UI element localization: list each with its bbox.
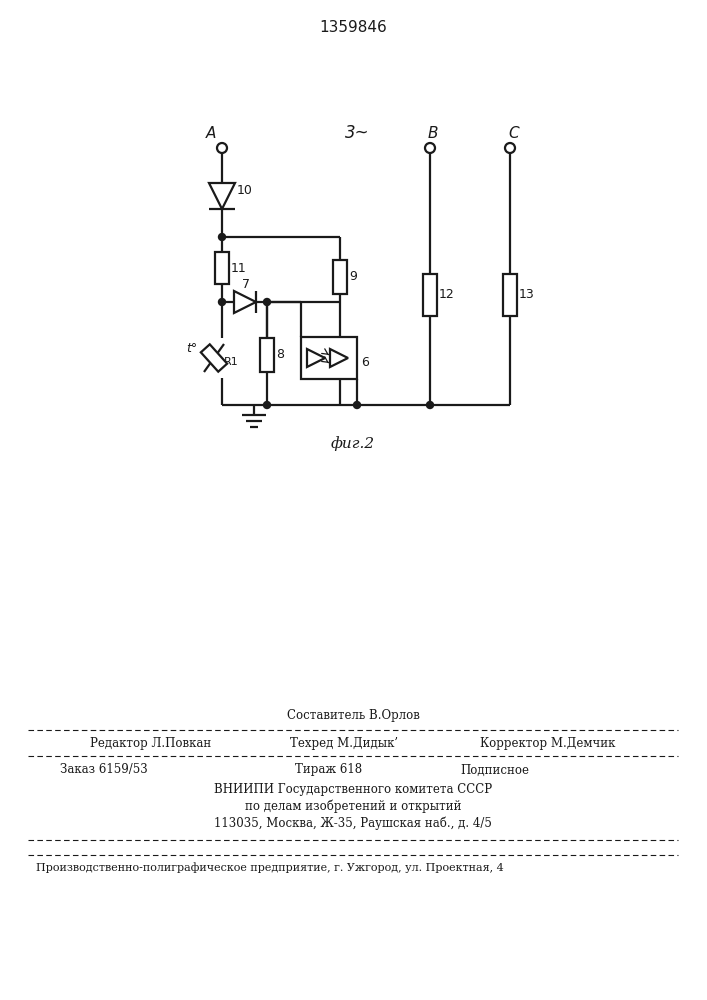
Text: 6: 6 (361, 356, 369, 368)
Text: Заказ 6159/53: Заказ 6159/53 (60, 764, 148, 776)
Polygon shape (330, 349, 348, 367)
Circle shape (264, 298, 271, 306)
Text: Производственно-полиграфическое предприятие, г. Ужгород, ул. Проектная, 4: Производственно-полиграфическое предприя… (36, 863, 504, 873)
Text: 113035, Москва, Ж-35, Раушская наб., д. 4/5: 113035, Москва, Ж-35, Раушская наб., д. … (214, 816, 492, 830)
Text: 9: 9 (349, 270, 357, 284)
Circle shape (354, 401, 361, 408)
Text: 1359846: 1359846 (319, 20, 387, 35)
Circle shape (426, 401, 433, 408)
Polygon shape (201, 344, 227, 372)
Text: R1: R1 (224, 357, 239, 367)
Text: B: B (428, 125, 438, 140)
Text: 12: 12 (439, 288, 455, 302)
Text: по делам изобретений и открытий: по делам изобретений и открытий (245, 799, 461, 813)
Text: 7: 7 (242, 278, 250, 292)
Text: C: C (508, 125, 519, 140)
Text: A: A (206, 125, 216, 140)
Bar (503, 274, 517, 316)
Circle shape (218, 298, 226, 306)
Text: 13: 13 (519, 288, 534, 302)
Text: 3~: 3~ (345, 124, 370, 142)
Polygon shape (209, 183, 235, 209)
Text: 8: 8 (276, 349, 284, 361)
Polygon shape (234, 291, 256, 313)
Bar (301, 337, 357, 379)
Bar (423, 274, 437, 316)
Text: Подписное: Подписное (460, 764, 529, 776)
Text: фиг.2: фиг.2 (331, 436, 375, 451)
Text: Тираж 618: Тираж 618 (295, 764, 362, 776)
Text: 10: 10 (237, 184, 253, 198)
Text: Составитель В.Орлов: Составитель В.Орлов (286, 710, 419, 722)
Text: Редактор Л.Повкан: Редактор Л.Повкан (90, 736, 211, 750)
Bar (215, 252, 229, 284)
Bar (333, 260, 347, 294)
Circle shape (264, 401, 271, 408)
Circle shape (218, 233, 226, 240)
Text: Корректор М.Демчик: Корректор М.Демчик (480, 736, 615, 750)
Text: ВНИИПИ Государственного комитета СССР: ВНИИПИ Государственного комитета СССР (214, 782, 492, 796)
Text: t°: t° (186, 342, 197, 355)
Bar (260, 338, 274, 372)
Polygon shape (307, 349, 325, 367)
Text: Техред М.Дидык’: Техред М.Дидык’ (290, 736, 398, 750)
Text: 11: 11 (231, 261, 247, 274)
